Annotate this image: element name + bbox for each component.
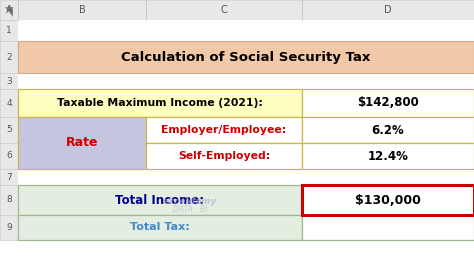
- Bar: [302, 89, 474, 117]
- Bar: [0, 89, 18, 117]
- Bar: [302, 185, 474, 215]
- Text: Calculation of Social Security Tax: Calculation of Social Security Tax: [121, 51, 371, 63]
- Text: 8: 8: [6, 195, 12, 205]
- Text: DATA · BI: DATA · BI: [173, 205, 207, 214]
- Text: 4: 4: [6, 99, 12, 107]
- Text: $142,800: $142,800: [357, 96, 419, 110]
- Bar: [18, 41, 474, 73]
- Bar: [0, 143, 18, 169]
- Text: D: D: [384, 5, 392, 15]
- Bar: [146, 117, 302, 143]
- Text: 5: 5: [6, 125, 12, 134]
- Text: 1: 1: [6, 26, 12, 35]
- Bar: [146, 143, 302, 169]
- Bar: [0, 169, 18, 185]
- Text: $130,000: $130,000: [355, 194, 421, 206]
- Bar: [0, 0, 474, 20]
- Text: Total Tax:: Total Tax:: [130, 222, 190, 232]
- Bar: [18, 73, 474, 89]
- Text: 6: 6: [6, 151, 12, 161]
- Text: 3: 3: [6, 77, 12, 85]
- Bar: [302, 215, 474, 240]
- Text: exceldemy: exceldemy: [163, 198, 217, 206]
- Bar: [18, 20, 474, 41]
- Bar: [18, 215, 302, 240]
- Bar: [0, 20, 18, 41]
- Text: Rate: Rate: [66, 137, 98, 150]
- Text: Taxable Maximum Income (2021):: Taxable Maximum Income (2021):: [57, 98, 263, 108]
- Bar: [0, 73, 18, 89]
- Bar: [0, 185, 18, 215]
- Bar: [302, 143, 474, 169]
- Polygon shape: [5, 7, 13, 17]
- Text: Employer/Employee:: Employer/Employee:: [161, 125, 287, 135]
- Bar: [18, 185, 302, 215]
- Bar: [0, 41, 18, 73]
- Text: 2: 2: [6, 52, 12, 62]
- Bar: [18, 169, 474, 185]
- Text: A: A: [6, 5, 12, 15]
- Text: 6.2%: 6.2%: [372, 123, 404, 137]
- Text: 7: 7: [6, 172, 12, 182]
- Bar: [0, 117, 18, 143]
- Text: Self-Employed:: Self-Employed:: [178, 151, 270, 161]
- Bar: [0, 215, 18, 240]
- Text: 12.4%: 12.4%: [367, 150, 409, 162]
- Text: C: C: [220, 5, 228, 15]
- Text: B: B: [79, 5, 85, 15]
- Text: Total Income:: Total Income:: [116, 194, 205, 206]
- Bar: [18, 89, 302, 117]
- Text: 9: 9: [6, 223, 12, 232]
- Bar: [302, 117, 474, 143]
- Bar: [18, 117, 146, 169]
